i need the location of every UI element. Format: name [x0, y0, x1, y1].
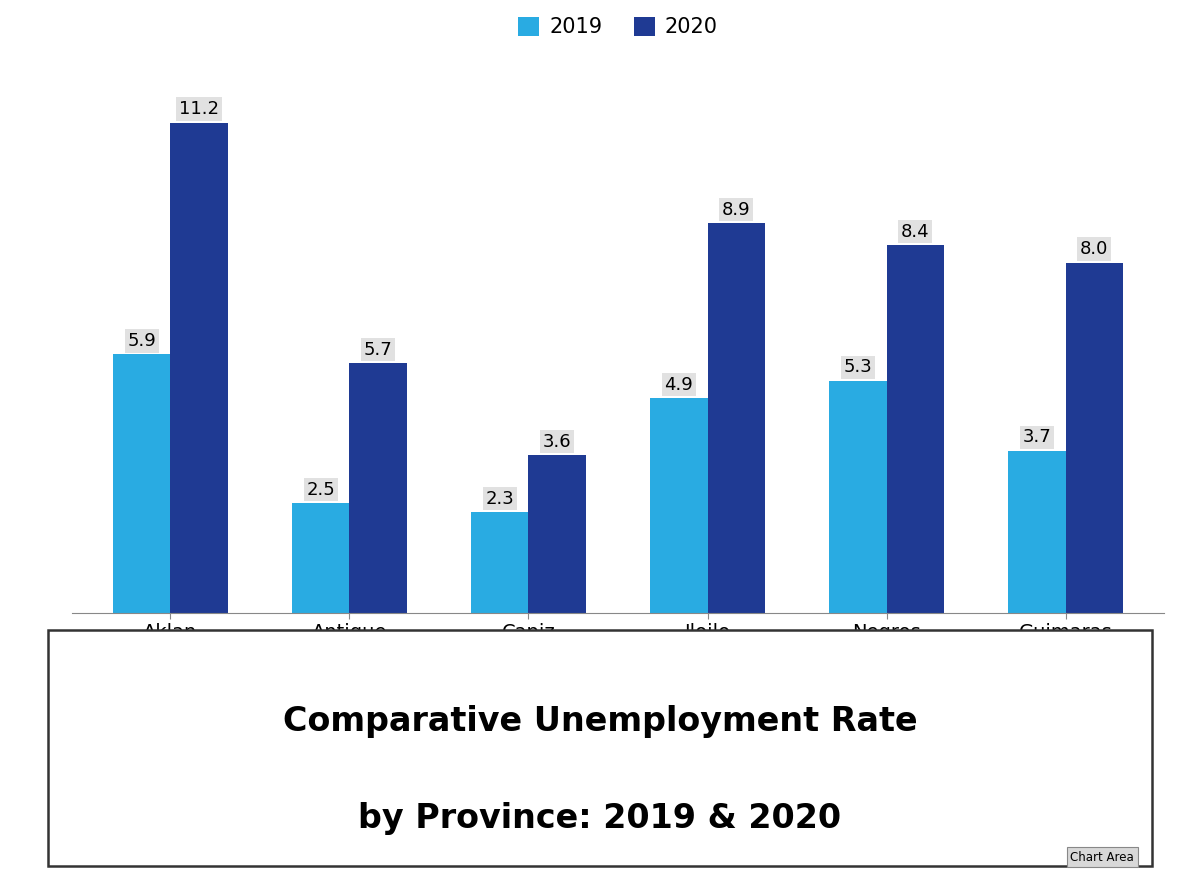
Text: 2.3: 2.3 — [486, 489, 515, 508]
Text: 11.2: 11.2 — [179, 100, 220, 118]
Text: 4.9: 4.9 — [665, 375, 694, 394]
Bar — [708, 223, 764, 612]
Text: 2.5: 2.5 — [306, 480, 335, 499]
Text: 8.9: 8.9 — [722, 200, 750, 219]
Text: 5.3: 5.3 — [844, 358, 872, 376]
Text: by Province: 2019 & 2020: by Province: 2019 & 2020 — [359, 802, 841, 835]
Bar — [528, 455, 586, 612]
Bar — [113, 354, 170, 612]
Bar — [472, 512, 528, 612]
Text: Chart Area: Chart Area — [1070, 850, 1134, 864]
Text: 5.7: 5.7 — [364, 340, 392, 359]
Bar — [829, 381, 887, 612]
Text: Comparative Unemployment Rate: Comparative Unemployment Rate — [283, 705, 917, 738]
Bar — [1008, 451, 1066, 612]
Legend: 2019, 2020: 2019, 2020 — [510, 9, 726, 45]
Bar — [349, 363, 407, 612]
Text: 8.4: 8.4 — [901, 222, 930, 241]
Text: 3.7: 3.7 — [1022, 428, 1051, 446]
Bar — [292, 503, 349, 612]
Text: 8.0: 8.0 — [1080, 240, 1109, 258]
Text: 5.9: 5.9 — [127, 332, 156, 350]
Bar — [650, 398, 708, 612]
Text: 3.6: 3.6 — [542, 432, 571, 451]
Bar — [1066, 262, 1123, 612]
Bar — [170, 123, 228, 612]
Bar — [887, 245, 944, 612]
